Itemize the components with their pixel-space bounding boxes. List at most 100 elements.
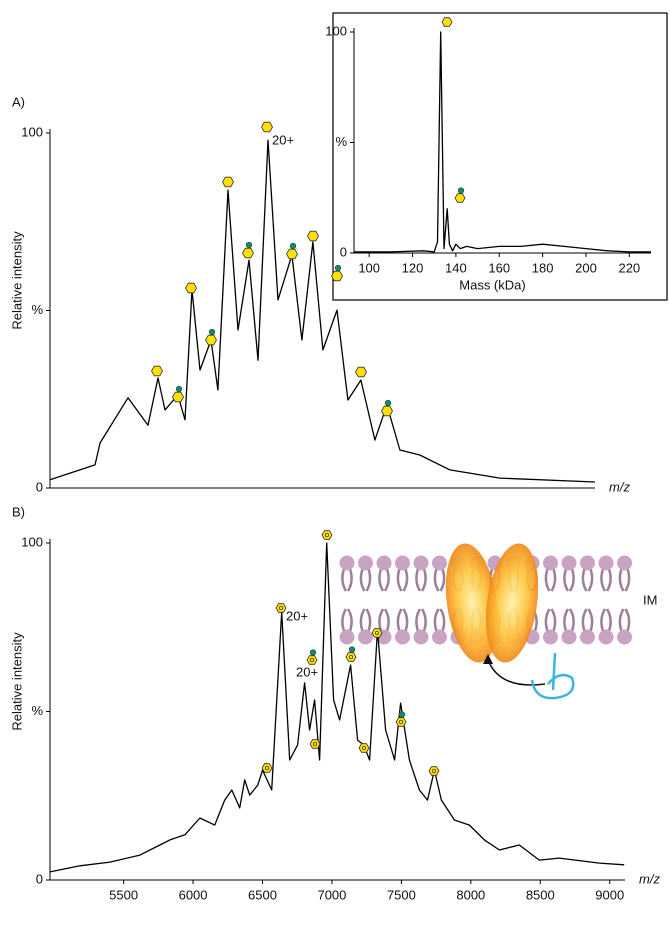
x-tick-label: 140 bbox=[445, 260, 467, 275]
membrane-label: IM bbox=[643, 592, 657, 607]
glycan-icon bbox=[441, 17, 453, 27]
lipid-tail bbox=[341, 568, 353, 592]
lipid-head bbox=[580, 629, 595, 645]
lipid-tail bbox=[415, 568, 427, 592]
glycan-core bbox=[309, 657, 315, 663]
lipid-tail bbox=[563, 608, 575, 632]
lipid-tail bbox=[600, 608, 612, 632]
lipid-tail bbox=[396, 608, 409, 632]
x-tick-label: 200 bbox=[575, 260, 597, 275]
lipid-head bbox=[413, 555, 429, 571]
protein bbox=[445, 543, 499, 663]
y-tick-label: 100 bbox=[21, 534, 43, 549]
charge-label: 20+ bbox=[286, 608, 308, 623]
glycan-core bbox=[264, 765, 270, 771]
lipid-tail bbox=[433, 608, 446, 632]
glycan-green bbox=[245, 241, 253, 249]
glycan-icon bbox=[275, 603, 287, 613]
lipid-tail bbox=[544, 608, 557, 632]
x-tick-label: 8500 bbox=[526, 887, 555, 902]
lipid-head bbox=[617, 555, 632, 571]
glycan-green bbox=[384, 399, 392, 407]
lipid-tail bbox=[359, 608, 372, 632]
x-tick-label: 6500 bbox=[248, 887, 277, 902]
glycan-green bbox=[175, 385, 183, 393]
lipid-head bbox=[432, 629, 447, 645]
y-tick-label: 0 bbox=[36, 479, 43, 494]
glycan-icon bbox=[306, 655, 318, 665]
glycan-icon bbox=[355, 366, 367, 378]
membrane-cartoon bbox=[339, 543, 632, 700]
x-tick-label: 100 bbox=[358, 260, 380, 275]
lipid-tail bbox=[396, 568, 409, 592]
glycan-green bbox=[348, 646, 356, 653]
lipid-tail bbox=[378, 568, 390, 592]
charge-label: 20+ bbox=[296, 664, 318, 679]
y-tick-label: 100 bbox=[325, 23, 347, 38]
spectrum-line bbox=[49, 542, 625, 873]
glycan-icon bbox=[261, 763, 273, 773]
lipid-tail bbox=[581, 568, 594, 592]
x-axis-label: m/z bbox=[609, 479, 630, 494]
x-tick-label: 220 bbox=[618, 260, 640, 275]
glycan-icon bbox=[242, 247, 254, 259]
glycan-core bbox=[374, 630, 380, 636]
y-tick-label: % bbox=[31, 302, 43, 317]
y-tick-label: 100 bbox=[21, 124, 43, 139]
lipid-tail bbox=[359, 568, 372, 592]
glycan-icon bbox=[345, 652, 357, 662]
x-tick-label: 5500 bbox=[109, 887, 138, 902]
glycan-icon bbox=[331, 270, 343, 282]
glycan-core bbox=[312, 741, 318, 747]
lipid-head bbox=[598, 555, 614, 571]
lipid-head bbox=[358, 629, 373, 645]
glycan-icon bbox=[454, 193, 466, 203]
x-tick-label: 160 bbox=[488, 260, 510, 275]
glycan-green bbox=[208, 328, 216, 336]
glycan-icon bbox=[222, 176, 234, 188]
x-axis-label: m/z bbox=[639, 871, 660, 886]
glycan-icon bbox=[309, 739, 321, 749]
lipid-head bbox=[543, 629, 558, 645]
lipid-head bbox=[598, 629, 614, 645]
x-axis-label: Mass (kDa) bbox=[459, 277, 525, 292]
glycan-icon bbox=[381, 405, 393, 417]
x-tick-label: 7500 bbox=[387, 887, 416, 902]
glycan-green bbox=[309, 649, 317, 656]
lipid-tail bbox=[544, 568, 557, 592]
glycan-green bbox=[289, 242, 297, 250]
glycan-core bbox=[361, 745, 367, 751]
lipid-tail bbox=[415, 608, 427, 632]
y-tick-label: % bbox=[335, 134, 347, 149]
lipid-head bbox=[339, 555, 355, 571]
lipid-head bbox=[376, 555, 392, 571]
x-tick-label: 7000 bbox=[317, 887, 346, 902]
glycan-icon bbox=[286, 248, 298, 260]
lipid-tail bbox=[378, 608, 390, 632]
y-tick-label: % bbox=[31, 703, 43, 718]
glycan-icon bbox=[307, 230, 319, 242]
lipid-head bbox=[561, 629, 577, 645]
charge-label: 20+ bbox=[272, 132, 294, 147]
glycan-icon bbox=[395, 717, 407, 727]
x-tick-label: 180 bbox=[532, 260, 554, 275]
lipid-head bbox=[395, 629, 410, 645]
lipid-tail bbox=[600, 568, 612, 592]
glycan-icon bbox=[428, 766, 440, 776]
lipid-head bbox=[358, 555, 373, 571]
lipid-head bbox=[543, 555, 558, 571]
spectrum-line bbox=[354, 31, 651, 253]
glycan-green bbox=[334, 264, 342, 272]
lipid-tail bbox=[341, 608, 353, 632]
x-tick-label: 6000 bbox=[179, 887, 208, 902]
glycan-icon bbox=[321, 530, 333, 540]
y-tick-label: 0 bbox=[36, 871, 43, 886]
lipid-head bbox=[413, 629, 429, 645]
glycan-icon bbox=[371, 628, 383, 638]
y-axis-label: Relative intensity bbox=[9, 231, 24, 330]
spectrum-line bbox=[49, 139, 596, 483]
glycan-green bbox=[398, 711, 406, 718]
glycan-core bbox=[324, 532, 330, 538]
glycan-core bbox=[431, 768, 437, 774]
